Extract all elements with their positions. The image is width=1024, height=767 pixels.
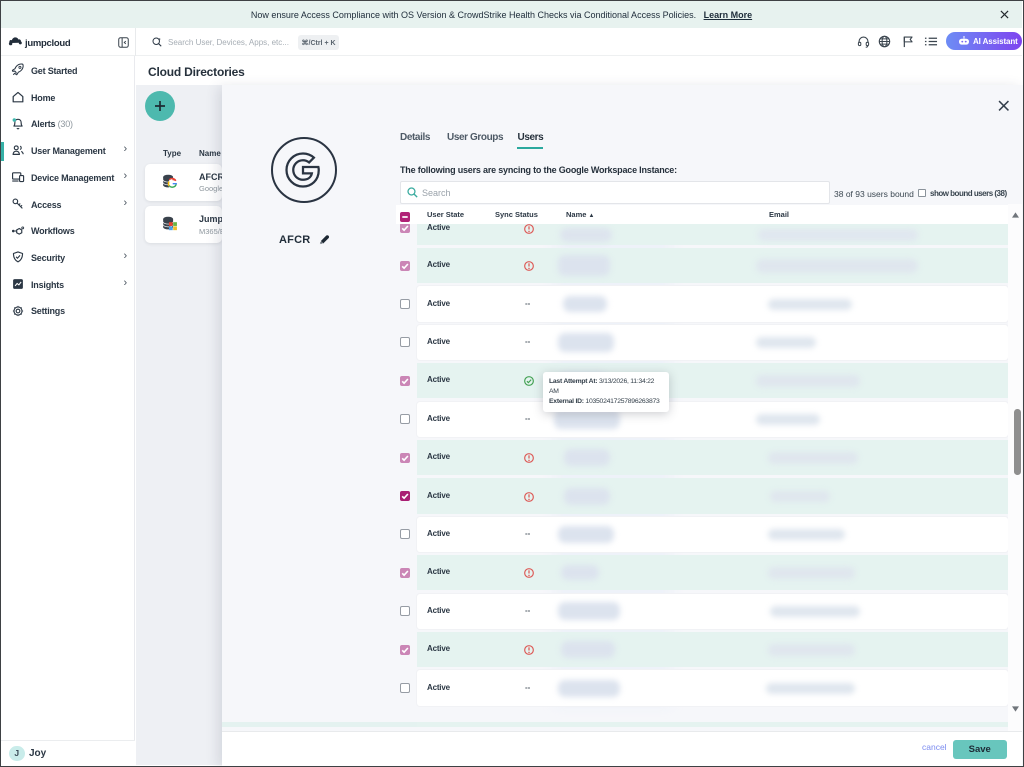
svg-text:jumpcloud: jumpcloud xyxy=(24,38,71,49)
